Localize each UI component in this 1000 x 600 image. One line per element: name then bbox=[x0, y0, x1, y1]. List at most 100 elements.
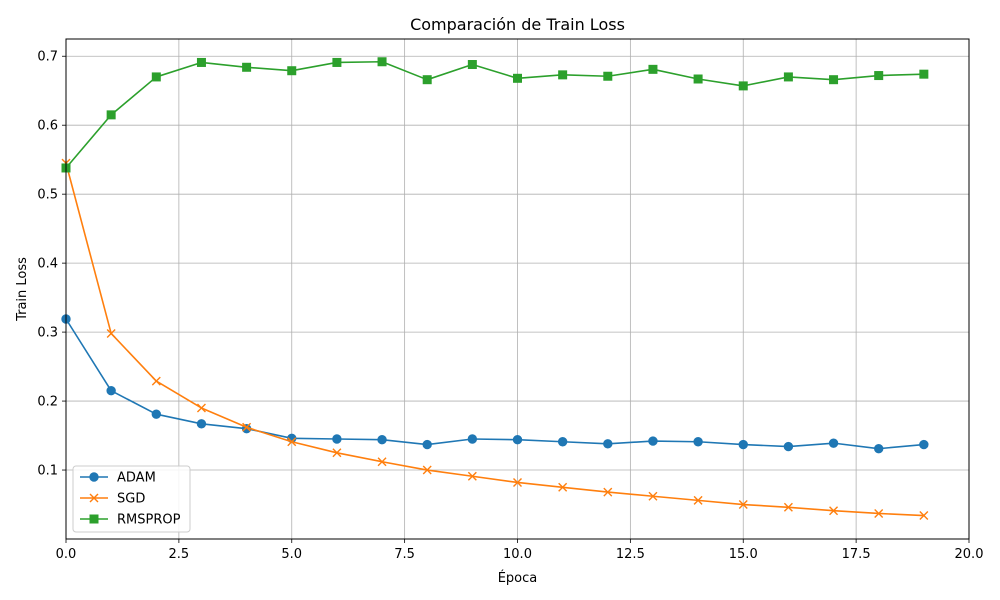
y-tick-label: 0.6 bbox=[37, 119, 58, 134]
adam-point bbox=[377, 434, 387, 445]
legend: ADAM SGD RMSPROP bbox=[72, 465, 191, 533]
legend-label: RMSPROP bbox=[117, 513, 181, 528]
series-sgd bbox=[61, 158, 929, 521]
rmsprop-point bbox=[332, 57, 342, 67]
adam-line bbox=[65, 318, 924, 450]
x-marker-stroke bbox=[196, 403, 206, 413]
y-tick-label: 0.4 bbox=[37, 257, 58, 272]
adam-point bbox=[648, 436, 658, 446]
rmsprop-line bbox=[65, 60, 924, 169]
legend-marker bbox=[89, 493, 99, 503]
sgd-point bbox=[693, 495, 703, 505]
rmsprop-point bbox=[603, 71, 613, 81]
adam-point bbox=[874, 443, 884, 454]
adam-point bbox=[828, 438, 839, 448]
sgd-point bbox=[467, 471, 477, 481]
adam-point bbox=[557, 437, 568, 447]
x-marker-stroke bbox=[603, 487, 613, 497]
sgd-point bbox=[287, 437, 297, 447]
x-marker-stroke bbox=[648, 491, 658, 501]
x-marker-stroke bbox=[829, 506, 839, 516]
x-tick-label: 12.5 bbox=[616, 547, 645, 562]
adam-point bbox=[151, 409, 162, 419]
rmsprop-point bbox=[558, 70, 568, 80]
x-marker-stroke bbox=[422, 465, 432, 475]
x-tick-label: 7.5 bbox=[394, 547, 415, 562]
x-marker-stroke bbox=[242, 422, 252, 432]
adam-point bbox=[919, 439, 929, 450]
x-marker-stroke bbox=[513, 477, 522, 487]
x-marker-stroke bbox=[377, 457, 387, 467]
legend-label: ADAM bbox=[117, 471, 156, 486]
adam-point bbox=[693, 437, 703, 447]
adam-point bbox=[196, 419, 207, 429]
rmsprop-point bbox=[783, 72, 793, 82]
x-marker-stroke bbox=[89, 493, 99, 503]
x-tick-label: 5.0 bbox=[281, 547, 302, 562]
sgd-point bbox=[783, 502, 793, 512]
x-marker-stroke bbox=[467, 471, 477, 481]
y-tick-label: 0.7 bbox=[37, 50, 58, 65]
sgd-point bbox=[829, 506, 839, 516]
rmsprop-point bbox=[377, 57, 387, 67]
sgd-point bbox=[377, 457, 387, 467]
y-axis-label: Train Loss bbox=[15, 257, 30, 322]
x-marker-stroke bbox=[151, 376, 161, 386]
sgd-point bbox=[919, 511, 929, 521]
sgd-point bbox=[422, 465, 432, 475]
y-tick-label: 0.1 bbox=[37, 464, 58, 479]
adam-point bbox=[467, 434, 478, 444]
rmsprop-point bbox=[874, 71, 884, 81]
x-marker-stroke bbox=[919, 511, 929, 521]
sgd-point bbox=[513, 477, 522, 487]
x-tick-label: 0.0 bbox=[56, 547, 77, 562]
adam-point bbox=[783, 441, 794, 452]
sgd-point bbox=[603, 487, 613, 497]
x-tick-label: 17.5 bbox=[842, 547, 871, 562]
sgd-line bbox=[65, 162, 924, 517]
axis-ticks: 0.0 2.5 5.0 7.5 10.0 12.5 15.0 17.5 20.0 0.1 0.2 0.… bbox=[37, 50, 983, 562]
y-tick-label: 0.5 bbox=[37, 188, 58, 203]
legend-item-rmsprop: RMSPROP bbox=[80, 513, 181, 528]
rmsprop-point bbox=[693, 74, 703, 84]
rmsprop-point bbox=[151, 72, 161, 82]
rmsprop-point bbox=[422, 75, 432, 85]
rmsprop-point bbox=[648, 64, 658, 74]
rmsprop-point bbox=[829, 75, 839, 85]
rmsprop-point bbox=[919, 69, 929, 79]
x-tick-label: 20.0 bbox=[955, 547, 984, 562]
sgd-point bbox=[106, 328, 116, 338]
x-marker-stroke bbox=[332, 448, 342, 458]
sgd-point bbox=[558, 482, 568, 492]
x-marker-stroke bbox=[874, 508, 884, 518]
sgd-point bbox=[196, 403, 206, 413]
legend-box bbox=[72, 465, 191, 533]
x-marker-stroke bbox=[287, 437, 297, 447]
rmsprop-point bbox=[467, 60, 477, 70]
legend-label: SGD bbox=[117, 492, 145, 507]
adam-point bbox=[738, 439, 748, 450]
rmsprop-point bbox=[513, 73, 522, 83]
sgd-point bbox=[332, 448, 342, 458]
y-tick-label: 0.3 bbox=[37, 326, 58, 341]
adam-point bbox=[422, 439, 432, 450]
adam-point bbox=[332, 434, 342, 444]
adam-point bbox=[512, 434, 523, 445]
adam-point bbox=[106, 386, 116, 396]
rmsprop-point bbox=[287, 66, 297, 76]
rmsprop-point bbox=[106, 110, 116, 120]
legend-marker bbox=[89, 472, 99, 482]
x-marker-stroke bbox=[783, 502, 793, 512]
x-marker-stroke bbox=[738, 500, 748, 510]
rmsprop-point bbox=[196, 57, 206, 67]
x-tick-label: 15.0 bbox=[729, 547, 758, 562]
x-axis-label: Época bbox=[498, 570, 538, 586]
sgd-point bbox=[151, 376, 161, 386]
legend-item-sgd: SGD bbox=[80, 492, 145, 507]
x-marker-stroke bbox=[558, 482, 568, 492]
legend-marker bbox=[89, 514, 99, 524]
y-tick-label: 0.2 bbox=[37, 395, 58, 410]
x-marker-stroke bbox=[106, 328, 116, 338]
legend-item-adam: ADAM bbox=[80, 471, 156, 486]
